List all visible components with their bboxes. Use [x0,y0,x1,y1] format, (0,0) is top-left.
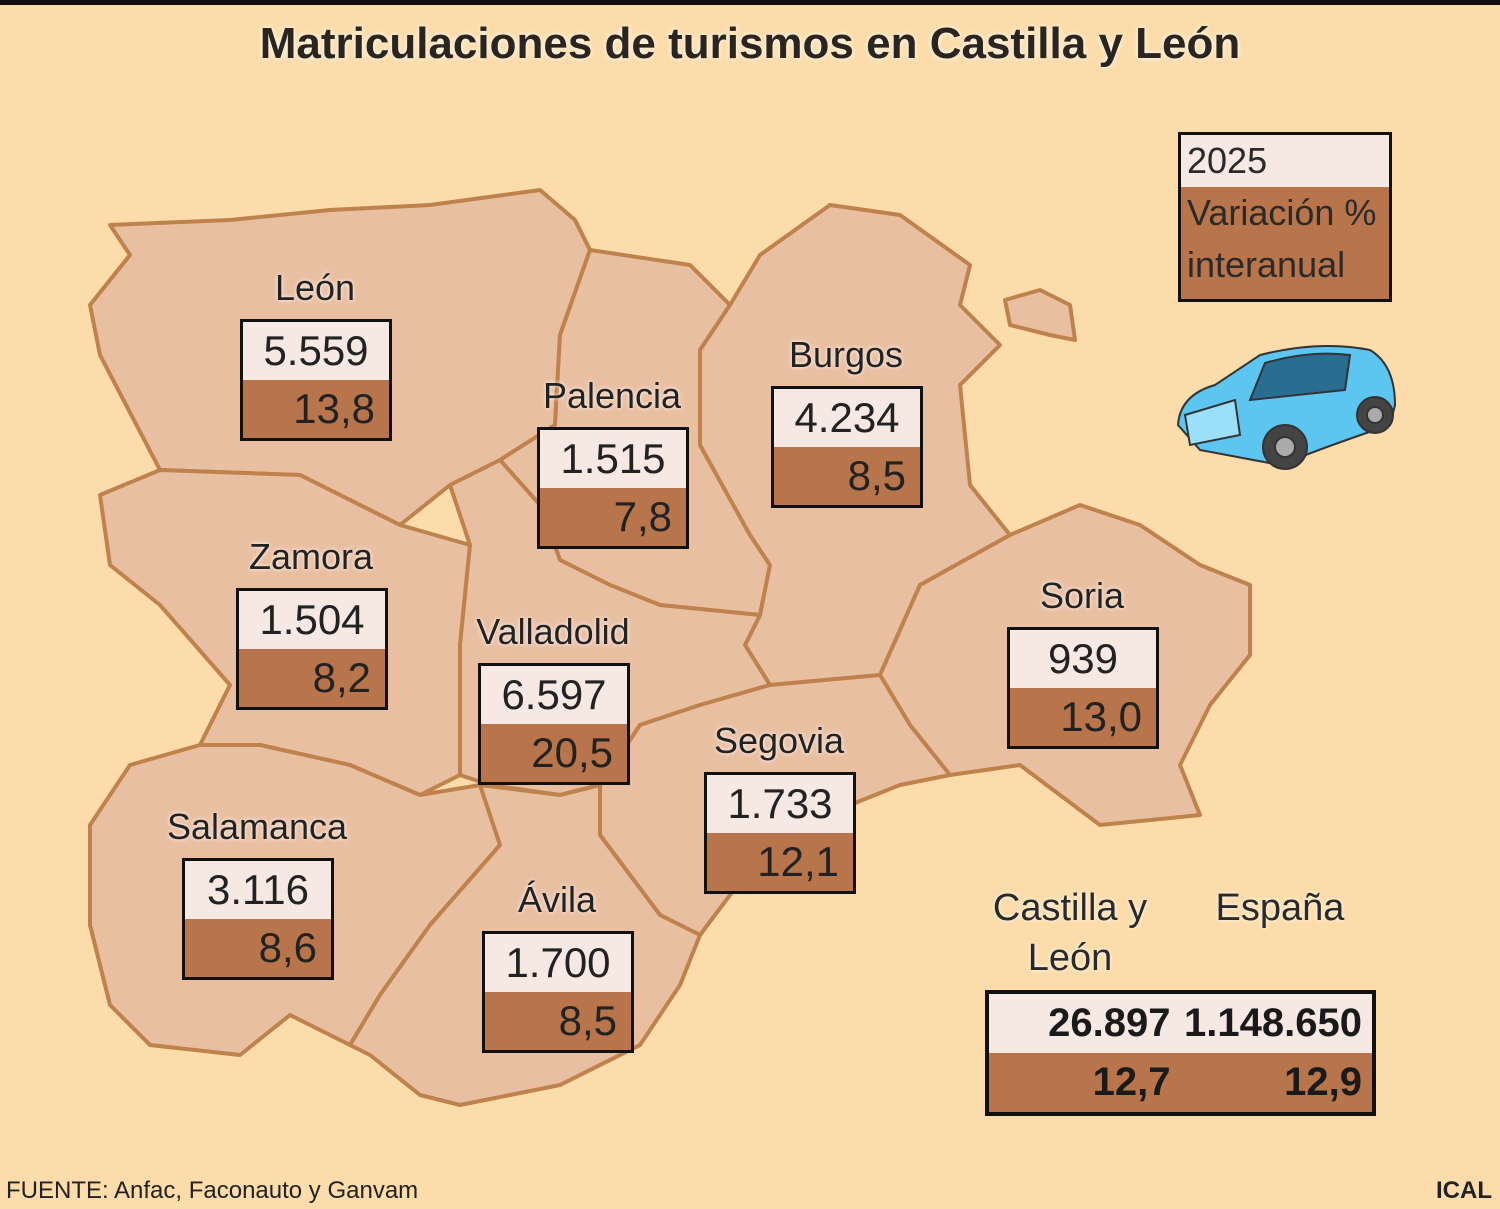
variation: 12,1 [707,833,853,891]
registrations: 6.597 [481,666,627,724]
province-name: Salamanca [166,806,348,847]
registrations: 5.559 [243,322,389,380]
variation: 8,6 [185,919,331,977]
legend-year: 2025 [1181,135,1389,187]
title: Matriculaciones de turismos en Castilla … [259,19,1241,68]
total-registrations: 26.897 [1048,1001,1171,1045]
totals-box: 26.897 1.148.650 12,7 12,9 [985,990,1376,1116]
province-name: León [274,267,356,308]
province-box: 5.559 13,8 [240,319,392,441]
variation: 8,5 [774,447,920,505]
total-registrations: 1.148.650 [1184,1001,1362,1045]
province-box: 3.116 8,6 [182,858,334,980]
registrations: 4.234 [774,389,920,447]
province-box: 1.504 8,2 [236,588,388,710]
variation: 13,8 [243,380,389,438]
registrations: 1.515 [540,430,686,488]
variation: 20,5 [481,724,627,782]
enclave [1003,288,1077,342]
total-label: Castilla y León [992,887,1148,979]
registrations: 1.733 [707,775,853,833]
registrations: 939 [1010,630,1156,688]
registrations: 1.700 [485,934,631,992]
variation: 8,5 [485,992,631,1050]
province-name: Valladolid [476,611,630,652]
province-box: 1.733 12,1 [704,772,856,894]
province-box: 939 13,0 [1007,627,1159,749]
total-variation: 12,7 [1092,1060,1171,1104]
registrations: 3.116 [185,861,331,919]
legend-variation: Variación % interanual [1181,187,1389,299]
registrations: 1.504 [239,591,385,649]
province-name: Palencia [542,375,682,416]
province-box: 6.597 20,5 [478,663,630,785]
province-box: 1.515 7,8 [537,427,689,549]
legend: 2025 Variación % interanual [1178,132,1392,302]
province-name: Segovia [713,720,845,761]
credit: ICAL [1436,1177,1492,1204]
province-name: Ávila [517,879,597,920]
province-name: Zamora [248,536,374,577]
province-name: Burgos [788,334,904,375]
variation: 8,2 [239,649,385,707]
car-icon [1176,345,1397,470]
province-box: 1.700 8,5 [482,931,634,1053]
province-box: 4.234 8,5 [771,386,923,508]
total-label: España [1215,887,1345,929]
source: FUENTE: Anfac, Faconauto y Ganvam [6,1177,419,1204]
province-name: Soria [1039,575,1125,616]
variation: 13,0 [1010,688,1156,746]
total-variation: 12,9 [1284,1060,1362,1104]
variation: 7,8 [540,488,686,546]
